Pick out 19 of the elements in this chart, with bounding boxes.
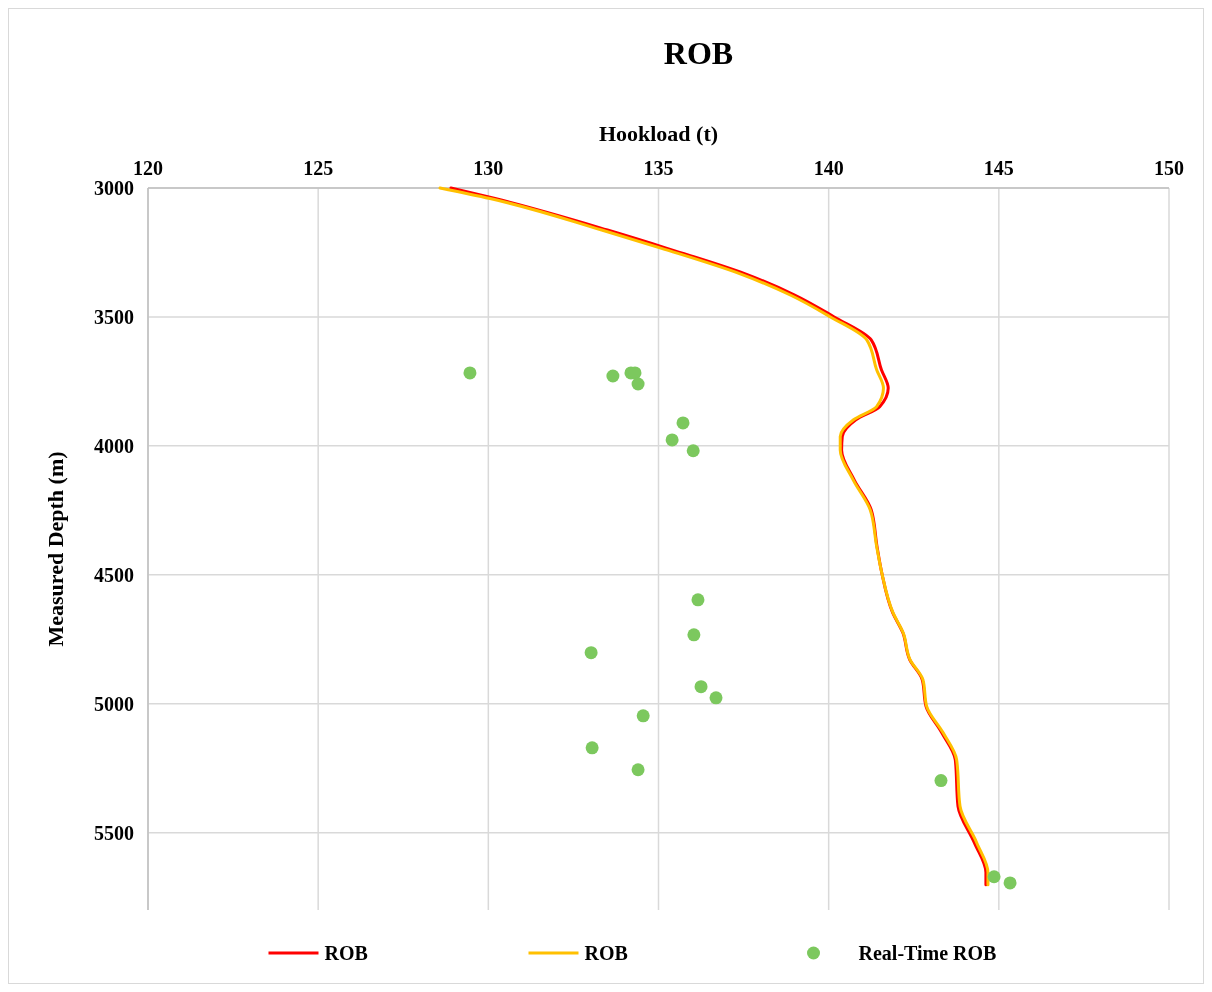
x-tick-label: 130	[473, 157, 504, 179]
y-tick-label: 5500	[94, 821, 134, 844]
y-tick-label: 3000	[94, 177, 134, 199]
y-tick-label: 4000	[94, 434, 134, 457]
chart-title: ROB	[663, 35, 734, 71]
x-tick-label: 140	[813, 157, 844, 179]
y-tick-label: 5000	[94, 692, 134, 715]
y-tick-label: 4500	[94, 563, 134, 586]
legend-label: Real-Time ROB	[858, 942, 997, 964]
x-tick-label: 120	[133, 157, 163, 179]
x-tick-label: 135	[643, 157, 674, 179]
x-tick-label: 150	[1154, 157, 1184, 179]
x-axis-title: Hookload (t)	[598, 121, 719, 146]
legend-label: ROB	[584, 942, 628, 964]
y-tick-label: 3500	[94, 305, 134, 328]
x-tick-label: 145	[983, 157, 1014, 179]
y-axis-title: Measured Depth (m)	[43, 451, 68, 647]
legend-label: ROB	[324, 942, 368, 964]
x-tick-label: 125	[303, 157, 334, 179]
